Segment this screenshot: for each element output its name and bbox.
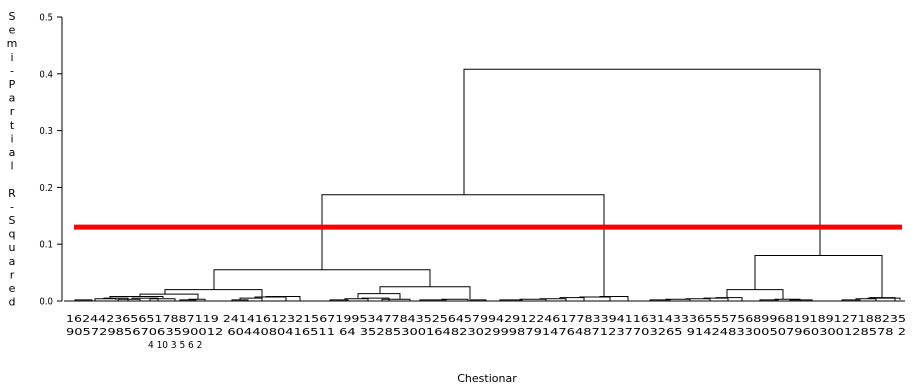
leaf-label-row: 4 10 3 5 6 2 bbox=[148, 340, 202, 351]
branch-groups-1-2 bbox=[321, 194, 605, 297]
branch-low bbox=[265, 295, 301, 301]
y-axis-title-letter: i bbox=[10, 132, 13, 145]
branch-low bbox=[179, 299, 197, 301]
branch-low bbox=[188, 298, 206, 301]
leaf-labels: 1624423656517887119 24141612321567199534… bbox=[66, 314, 906, 351]
y-axis-title-letter: i bbox=[10, 51, 13, 64]
y-axis-title-letter: a bbox=[9, 146, 16, 159]
branch-low bbox=[759, 299, 779, 301]
branch-low bbox=[109, 295, 164, 299]
y-tick-label: 0.1 bbox=[39, 240, 53, 251]
y-axis-title-letter: e bbox=[9, 282, 16, 295]
y-axis-title-letter: R bbox=[8, 187, 16, 200]
branch-low bbox=[469, 299, 487, 301]
branch-low bbox=[519, 298, 547, 301]
y-axis-title-letter: u bbox=[9, 241, 16, 254]
branch-low bbox=[665, 298, 691, 301]
branch-low bbox=[117, 298, 141, 301]
branch-low bbox=[559, 297, 585, 301]
y-axis-title-letter: m bbox=[7, 37, 18, 50]
y-tick-label: 0.2 bbox=[39, 183, 53, 194]
branch-low bbox=[789, 299, 813, 301]
branch-low bbox=[131, 297, 159, 301]
y-tick-label: 0.5 bbox=[39, 13, 53, 24]
y-axis-title-letter: - bbox=[10, 64, 14, 77]
branch-low bbox=[149, 298, 176, 301]
y-axis-title-letter: e bbox=[9, 24, 16, 37]
branch-group1-right bbox=[379, 286, 471, 300]
y-axis-title-letter: - bbox=[10, 200, 14, 213]
branch-low bbox=[539, 298, 567, 301]
y-tick-label: 0.4 bbox=[39, 69, 53, 80]
y-axis-title-letter: S bbox=[9, 10, 16, 23]
branch-root bbox=[463, 68, 821, 256]
branch-low bbox=[419, 299, 447, 301]
branch-low bbox=[841, 299, 861, 301]
branch-low bbox=[715, 297, 743, 301]
y-axis-title-letter: t bbox=[10, 119, 15, 132]
y-tick-label: 0.3 bbox=[39, 126, 53, 137]
branch-low bbox=[94, 298, 117, 301]
branch-low bbox=[499, 299, 523, 301]
dendrogram-branches bbox=[74, 68, 901, 301]
y-axis-title-letter: P bbox=[9, 78, 16, 91]
branch-mid bbox=[139, 293, 199, 300]
branch-low bbox=[239, 297, 263, 301]
y-axis-title-letter: d bbox=[9, 296, 16, 309]
y-axis-title-letter: r bbox=[10, 105, 15, 118]
branch-low bbox=[685, 298, 711, 301]
branch-low bbox=[441, 298, 469, 301]
y-tick-label: 0.0 bbox=[39, 297, 53, 308]
branch-low bbox=[381, 298, 411, 301]
branch-low bbox=[855, 298, 877, 301]
leaf-label-row: 1624423656517887119 24141612321567199534… bbox=[66, 314, 906, 325]
branch-low bbox=[649, 299, 671, 301]
branch-low bbox=[344, 298, 369, 301]
y-axis-title-letter: a bbox=[9, 255, 16, 268]
branch-group3 bbox=[754, 255, 883, 299]
branch-mid bbox=[357, 293, 401, 300]
y-axis: 0.0 0.1 0.2 0.3 0.4 0.5 bbox=[39, 13, 63, 308]
x-axis-title: Chestionar bbox=[457, 372, 517, 385]
branch-low bbox=[579, 296, 611, 301]
y-axis-title-letter: r bbox=[10, 268, 15, 281]
branch-low bbox=[74, 299, 93, 301]
y-axis-title-letter: q bbox=[9, 228, 16, 241]
y-axis-title-letter: l bbox=[10, 160, 13, 173]
branch-low bbox=[254, 296, 287, 301]
y-axis-title-letter: a bbox=[9, 92, 16, 105]
branch-low bbox=[599, 295, 629, 301]
branch-low bbox=[329, 299, 349, 301]
leaf-label-row: 9057298567063590012 6044080416511 64 352… bbox=[66, 327, 906, 338]
branch-group1-left bbox=[164, 289, 263, 297]
y-axis-title-letter: S bbox=[9, 214, 16, 227]
branch-group3-right bbox=[867, 297, 901, 300]
